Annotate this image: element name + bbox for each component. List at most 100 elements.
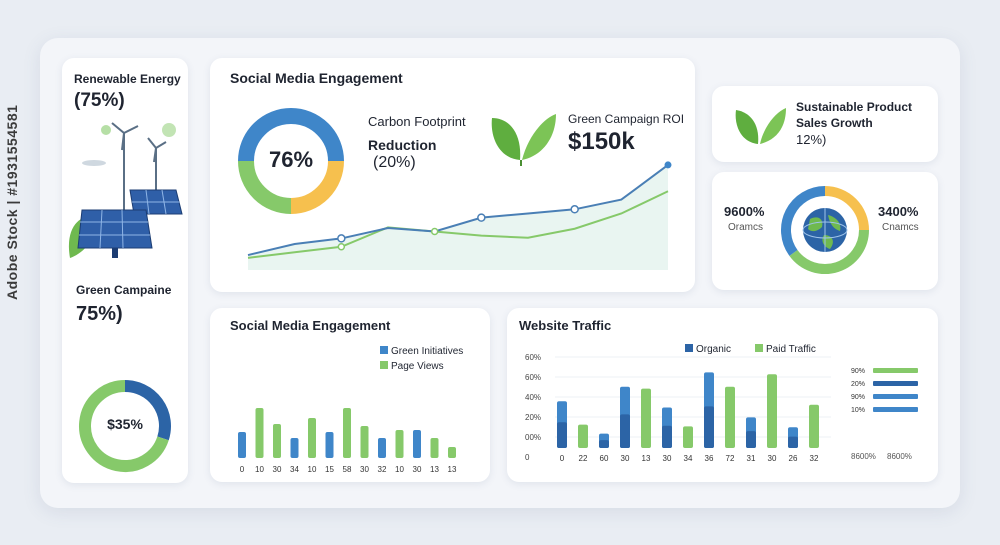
- x-tick-label: 22: [579, 454, 588, 463]
- donut-segment-green: [238, 160, 292, 214]
- x-tick-label: 10: [255, 465, 264, 474]
- website-traffic-card: Website Traffic Organic Paid Traffic 60%…: [507, 308, 938, 482]
- bar: [325, 432, 334, 458]
- x-tick-label: 30: [663, 454, 672, 463]
- bar: [290, 438, 299, 458]
- x-tick-label: 30: [360, 465, 369, 474]
- side-label: 90%: [851, 394, 865, 401]
- social-engagement-bar-card: Social Media Engagement Green Initiative…: [210, 308, 490, 482]
- legend-swatch-green: [755, 344, 763, 352]
- donut-segment-dark_blue: [124, 380, 171, 441]
- website-traffic-title: Website Traffic: [519, 318, 612, 333]
- bar: [641, 388, 651, 448]
- x-tick-label: 31: [747, 454, 756, 463]
- legend-green-initiatives: Green Initiatives: [380, 346, 463, 357]
- globe-left-value: 9600%: [724, 204, 765, 219]
- line-series-green: [247, 190, 669, 259]
- bar: [578, 424, 588, 448]
- side-label: 20%: [851, 381, 865, 388]
- watermark-text: Adobe Stock | #1931554581: [4, 104, 20, 300]
- bar: [683, 426, 693, 448]
- renewable-energy-card: Renewable Energy (75%): [62, 58, 188, 483]
- bar-organic-segment: [746, 431, 756, 448]
- bar: [395, 430, 404, 458]
- donut-segment-blue: [781, 186, 826, 256]
- green-campaign-value: 75%): [76, 303, 123, 325]
- line-point-green: [430, 227, 439, 236]
- x-tick-label: 34: [290, 465, 299, 474]
- line-point-green: [337, 242, 346, 251]
- sustainable-product-card: Sustainable Product Sales Growth 12%): [712, 86, 938, 162]
- bar-organic-segment: [704, 406, 714, 448]
- sustainable-product-line1: Sustainable Product: [796, 100, 913, 114]
- donut-segment-green: [789, 229, 869, 274]
- line-point-blue: [664, 161, 672, 169]
- x-tick-label: 34: [684, 454, 693, 463]
- engagement-line-chart: [247, 161, 672, 270]
- bar-organic-segment: [599, 440, 609, 448]
- legend-paid-traffic: Paid Traffic: [755, 344, 816, 355]
- side-bar: [873, 394, 918, 399]
- x-tick-label: 10: [395, 465, 404, 474]
- dashboard-board: Renewable Energy (75%): [40, 38, 960, 508]
- carbon-footprint-line1: Carbon Footprint: [368, 114, 466, 129]
- x-tick-label: 13: [642, 454, 651, 463]
- globe-left-label: Oramcs: [728, 222, 763, 233]
- bar: [238, 432, 246, 458]
- roi-label: Green Campaign ROI: [568, 112, 685, 126]
- legend-label-page-views: Page Views: [391, 361, 444, 372]
- donut-segment-yellow: [824, 186, 869, 231]
- social-engagement-top-card: Social Media Engagement 76% Carbon Footp…: [210, 58, 695, 292]
- legend-organic: Organic: [685, 344, 731, 355]
- legend-swatch-blue: [380, 346, 388, 354]
- leaf-icon: [491, 114, 556, 166]
- carbon-footprint-line2: Reduction: [368, 137, 437, 153]
- x-tick-label: 72: [726, 454, 735, 463]
- globe-icon: [802, 208, 848, 252]
- side-bar: [873, 368, 918, 373]
- x-tick-label: 32: [378, 465, 387, 474]
- y-tick-label: 40%: [525, 393, 541, 402]
- y-tick-label: 20%: [525, 413, 541, 422]
- donut-segment-yellow: [290, 160, 344, 214]
- line-point-blue: [477, 213, 486, 222]
- top-donut-chart: [238, 108, 344, 214]
- x-tick-label: 15: [325, 465, 334, 474]
- line-point-blue: [337, 234, 346, 243]
- x-tick-label: 30: [413, 465, 422, 474]
- social-bar-chart: 0 10 30 34 10 15 58 30 32 10 30 13 13: [238, 408, 457, 474]
- renewable-energy-value: (75%): [74, 90, 125, 111]
- x-tick-label: 13: [448, 465, 457, 474]
- x-tick-label: 60: [600, 454, 609, 463]
- renewable-energy-title: Renewable Energy: [74, 72, 181, 86]
- green-campaign-label: Green Campaine: [76, 283, 172, 297]
- side-bar: [873, 381, 918, 386]
- bar: [448, 447, 456, 458]
- y-tick-label: 00%: [525, 433, 541, 442]
- social-engagement-top-title: Social Media Engagement: [230, 70, 403, 86]
- bar-organic-segment: [788, 436, 798, 448]
- side-bar: [873, 407, 918, 412]
- solar-panel-icon: [77, 189, 183, 258]
- x-tick-label: 0: [240, 465, 245, 474]
- legend-page-views: Page Views: [380, 361, 444, 372]
- line-series-blue: [247, 164, 669, 257]
- bar: [767, 374, 777, 448]
- x-tick-label: 26: [789, 454, 798, 463]
- footer-label: 8600%: [851, 452, 876, 461]
- bar-organic-segment: [620, 414, 630, 448]
- x-tick-label: 30: [621, 454, 630, 463]
- y-tick-label: 60%: [525, 353, 541, 362]
- carbon-footprint-value: (20%): [373, 154, 416, 171]
- y-tick-label: 60%: [525, 373, 541, 382]
- globe-right-value: 3400%: [878, 204, 919, 219]
- x-tick-label: 30: [768, 454, 777, 463]
- bar: [255, 408, 264, 458]
- bar: [308, 418, 316, 458]
- left-donut-label: $35%: [107, 416, 143, 432]
- sustainable-product-line2: Sales Growth: [796, 116, 873, 130]
- globe-card: 9600% Oramcs 3400% Cnamcs: [712, 172, 938, 290]
- wind-turbine-icon: [111, 122, 167, 218]
- solar-wind-illustration: [68, 122, 183, 258]
- social-bar-title: Social Media Engagement: [230, 318, 391, 333]
